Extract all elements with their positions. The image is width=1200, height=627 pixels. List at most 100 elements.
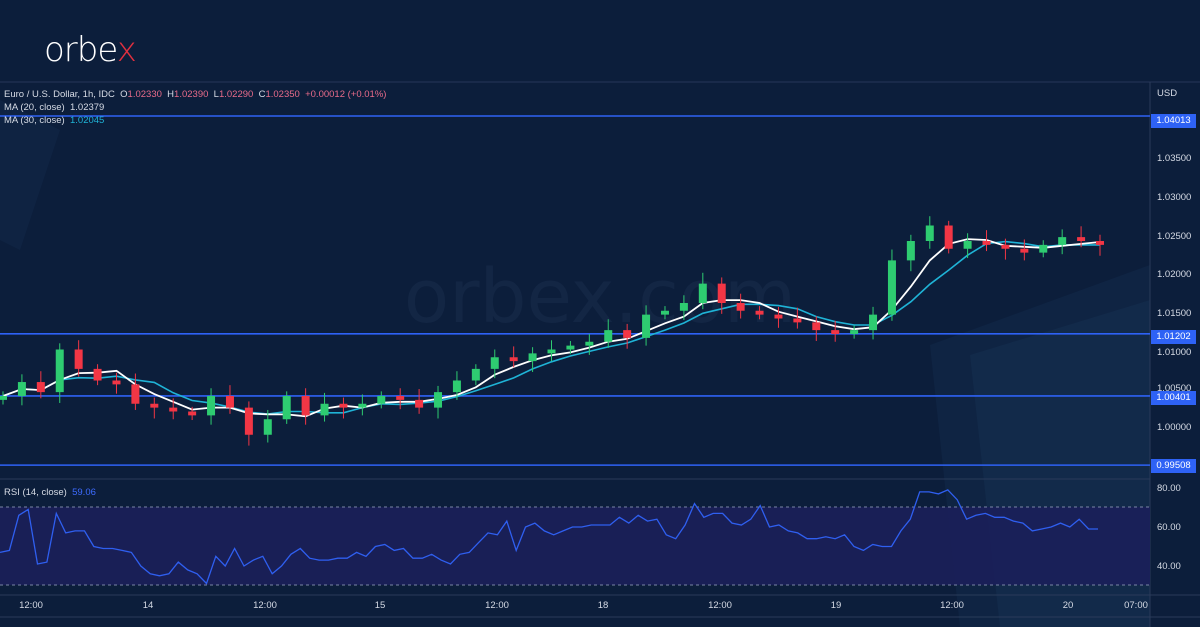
candle [225, 396, 234, 408]
candle [1058, 237, 1067, 245]
level-tag[interactable]: 1.01202 [1151, 330, 1196, 344]
candle [74, 349, 83, 369]
time-tick: 12:00 [253, 600, 277, 611]
price-tick: 1.03000 [1157, 192, 1192, 203]
candle [471, 368, 480, 381]
candle [698, 283, 707, 303]
candle [434, 392, 443, 408]
candle [547, 349, 556, 354]
candle [1020, 248, 1029, 253]
logo-text: orbe [44, 30, 118, 70]
candle [736, 303, 745, 311]
candle [0, 396, 7, 400]
high-label: H [167, 89, 175, 100]
candle [207, 396, 216, 416]
ma20-label: MA (20, close) [4, 102, 65, 113]
candle [93, 368, 102, 381]
candle [812, 322, 821, 331]
candle [623, 330, 632, 338]
low-value: 1.02290 [218, 89, 254, 100]
candle [850, 330, 859, 334]
rsi-tick: 80.00 [1157, 483, 1181, 494]
open-value: 1.02330 [127, 89, 162, 100]
candle [263, 419, 272, 435]
rsi-label: RSI (14, close) [4, 487, 67, 498]
ohlc-legend: Euro / U.S. Dollar, 1h, IDC O1.02330 H1.… [4, 89, 386, 100]
candle [925, 225, 934, 241]
rsi-tick: 60.00 [1157, 522, 1181, 533]
candle [604, 330, 613, 342]
open-label: O [120, 89, 128, 100]
time-tick: 15 [374, 600, 386, 611]
candles [0, 216, 1104, 446]
close-label: C [258, 89, 266, 100]
candle [36, 382, 45, 393]
ma30-line [2, 240, 1100, 415]
candle [755, 310, 764, 315]
candle [566, 345, 575, 350]
candle [774, 314, 783, 319]
candle [887, 260, 896, 315]
candle [377, 396, 386, 404]
candle [585, 341, 594, 346]
candle [717, 283, 726, 303]
rsi-line [0, 489, 1098, 585]
candle [131, 384, 140, 404]
level-tag[interactable]: 1.00401 [1151, 391, 1196, 405]
candle [320, 403, 329, 416]
candle [982, 241, 991, 245]
time-tick: 12:00 [485, 600, 509, 611]
rsi-band [0, 507, 1150, 585]
level-tag[interactable]: 0.99508 [1151, 459, 1196, 473]
candle [963, 241, 972, 249]
candle [396, 396, 405, 400]
candle [244, 407, 253, 435]
candle [169, 407, 178, 412]
candle [150, 403, 159, 408]
candle [1077, 237, 1086, 241]
rsi-value: 59.06 [72, 487, 96, 498]
logo-accent: x [116, 30, 137, 70]
currency-label: USD [1157, 88, 1178, 99]
rsi-legend: RSI (14, close) 59.06 [4, 487, 96, 498]
candle [793, 318, 802, 323]
candle [906, 241, 915, 261]
price-tick: 1.00000 [1157, 422, 1192, 433]
time-tick: 12:00 [708, 600, 732, 611]
candle [339, 403, 348, 408]
horizontal-levels [0, 115, 1150, 466]
ma20-value: 1.02379 [70, 102, 105, 113]
price-tick: 1.03500 [1157, 153, 1192, 164]
candle [509, 357, 518, 362]
orbex-logo: orbex [44, 30, 137, 70]
price-tick: 1.01000 [1157, 347, 1192, 358]
time-tick: 19 [830, 600, 842, 611]
candle [188, 411, 197, 416]
close-value: 1.02350 [265, 89, 300, 100]
candle [1039, 244, 1048, 253]
candle [490, 357, 499, 369]
candle [358, 403, 367, 408]
time-tick: 12:00 [19, 600, 43, 611]
symbol-label: Euro / U.S. Dollar, 1h, IDC [4, 89, 115, 100]
candle [679, 303, 688, 311]
price-tick: 1.01500 [1157, 308, 1192, 319]
high-value: 1.02390 [174, 89, 209, 100]
change-value: +0.00012 (+0.01%) [305, 89, 387, 100]
rsi-tick: 40.00 [1157, 561, 1181, 572]
candle [1001, 244, 1010, 249]
header: orbex [0, 0, 1200, 82]
time-tick: 20 [1062, 600, 1074, 611]
ma30-label: MA (30, close) [4, 115, 65, 126]
candle [1096, 241, 1104, 245]
level-tag[interactable]: 1.04013 [1151, 114, 1196, 128]
ma30-legend: MA (30, close) 1.02045 [4, 115, 104, 126]
price-tick: 1.02500 [1157, 231, 1192, 242]
candle [831, 330, 840, 334]
time-tick: 07:00 [1124, 600, 1148, 611]
candle [55, 349, 64, 393]
watermark: orbex.com [404, 254, 796, 340]
candle [282, 396, 291, 420]
candle [17, 382, 26, 396]
